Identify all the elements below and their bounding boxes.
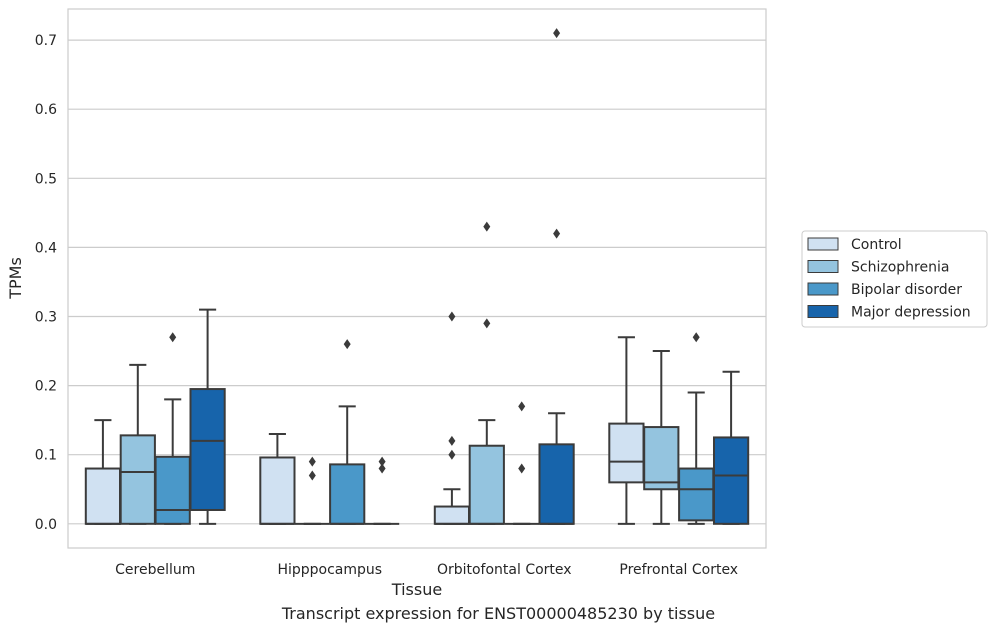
box-schizophrenia xyxy=(119,363,156,525)
box-major-depression xyxy=(538,28,575,525)
legend-swatch xyxy=(807,260,839,273)
y-tick-label: 0.2 xyxy=(35,379,57,395)
outlier-point xyxy=(448,449,456,460)
box-bipolar-disorder xyxy=(329,339,366,525)
box-body xyxy=(84,467,122,525)
box-bipolar-disorder xyxy=(154,332,191,525)
box-major-depression xyxy=(189,308,226,525)
box-bipolar-disorder xyxy=(504,401,539,525)
box-body xyxy=(154,455,191,525)
outlier-point xyxy=(448,435,456,446)
box-body xyxy=(189,388,226,511)
outlier-point xyxy=(378,456,386,467)
legend: Control Schizophrenia Bipolar disorder Majo… xyxy=(801,230,988,328)
boxes-layer xyxy=(84,28,750,525)
outlier-point xyxy=(483,318,491,329)
box-body xyxy=(468,444,505,525)
box-schizophrenia xyxy=(295,456,330,525)
outlier-point xyxy=(483,221,491,232)
outlier-point xyxy=(343,339,351,350)
x-tick-label: Hipppocampus xyxy=(277,562,382,578)
outlier-point xyxy=(518,401,526,412)
box-body xyxy=(608,422,645,484)
box-control xyxy=(608,336,645,525)
box-major-depression xyxy=(712,370,750,525)
y-tick-label: 0.1 xyxy=(35,448,57,464)
outlier-point xyxy=(378,463,386,474)
y-tick-label: 0.3 xyxy=(35,310,57,326)
box-body xyxy=(678,467,715,522)
box-schizophrenia xyxy=(468,221,505,525)
x-tick-label: Cerebellum xyxy=(115,562,195,578)
outlier-point xyxy=(518,463,526,474)
y-tick-label: 0.0 xyxy=(35,517,57,533)
y-tick-label: 0.5 xyxy=(35,171,57,187)
y-tick-label: 0.6 xyxy=(35,102,57,118)
legend-label: Bipolar disorder xyxy=(851,282,962,298)
x-tick-label: Orbitofontal Cortex xyxy=(437,562,572,578)
y-tick-label: 0.7 xyxy=(35,33,57,49)
legend-swatch xyxy=(807,305,839,318)
x-axis-label: Tissue xyxy=(391,580,442,599)
legend-label: Schizophrenia xyxy=(851,260,949,276)
outlier-point xyxy=(448,311,456,322)
box-body xyxy=(538,443,575,525)
y-axis-label: TPMs xyxy=(6,257,25,300)
box-body xyxy=(433,505,471,525)
outlier-point xyxy=(169,332,177,343)
outlier-point xyxy=(308,470,316,481)
box-major-depression xyxy=(364,456,400,525)
x-tick-labels: Cerebellum Hipppocampus Orbitofontal Corte… xyxy=(115,562,738,578)
x-tick-label: Prefrontal Cortex xyxy=(619,562,738,578)
outlier-point xyxy=(553,28,561,39)
legend-swatch xyxy=(807,237,839,251)
y-tick-labels: 0.0 0.1 0.2 0.3 0.4 0.5 0.6 0.7 xyxy=(35,33,57,533)
legend-label: Control xyxy=(851,237,902,253)
y-tick-label: 0.4 xyxy=(35,240,57,256)
outlier-point xyxy=(308,456,316,467)
box-body xyxy=(329,463,366,525)
legend-swatch xyxy=(807,282,839,296)
outlier-point xyxy=(692,332,700,343)
box-control xyxy=(433,311,471,525)
figure-caption: Transcript expression for ENST0000048523… xyxy=(281,604,716,623)
box-body xyxy=(259,456,296,525)
box-bipolar-disorder xyxy=(678,332,715,525)
box-control xyxy=(259,432,296,525)
box-body xyxy=(643,426,680,491)
box-body xyxy=(712,436,750,525)
box-schizophrenia xyxy=(643,350,680,525)
box-control xyxy=(84,419,122,525)
outlier-point xyxy=(553,228,561,239)
box-body xyxy=(119,434,156,525)
legend-label: Major depression xyxy=(851,305,971,321)
legend-frame xyxy=(801,230,988,328)
